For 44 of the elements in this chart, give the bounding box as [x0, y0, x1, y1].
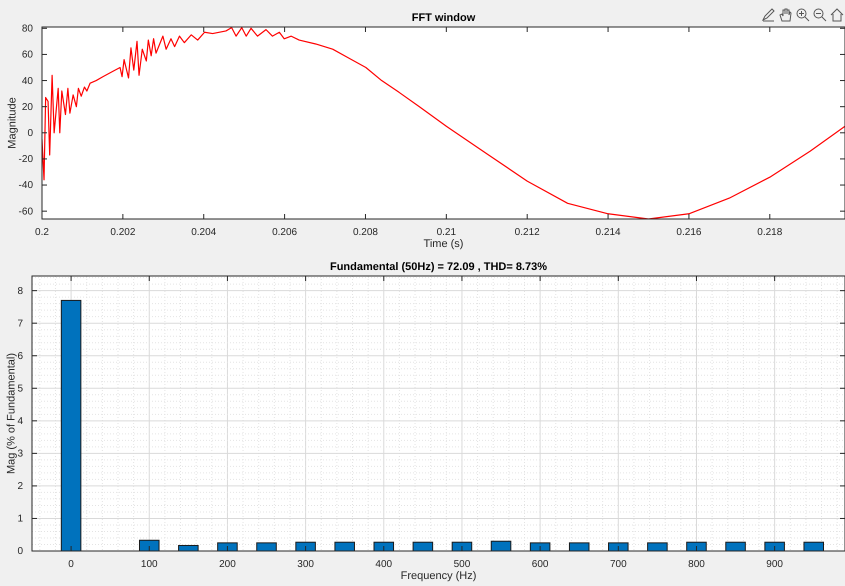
y-tick-label: 2 — [17, 481, 24, 492]
y-tick-label: -60 — [18, 206, 34, 218]
x-tick-label: 0.202 — [110, 227, 136, 238]
y-tick-label: 3 — [17, 448, 24, 460]
x-tick-label: 0.208 — [352, 227, 378, 238]
y-tick-label: 7 — [17, 318, 24, 330]
x-tick-label: 0 — [68, 559, 74, 570]
x-tick-label: 700 — [610, 559, 628, 570]
x-tick-label: 0.2 — [35, 227, 50, 238]
y-tick-label: 4 — [17, 416, 24, 428]
x-tick-label: 0.212 — [514, 227, 540, 238]
x-tick-label: 600 — [532, 559, 549, 570]
y-tick-label: 8 — [17, 286, 24, 297]
x-axis-title: Frequency (Hz) — [400, 570, 476, 582]
x-tick-label: 800 — [688, 559, 706, 570]
x-tick-label: 0.21 — [436, 227, 456, 238]
y-axis-title: Mag (% of Fundamental) — [5, 352, 18, 474]
y-tick-label: 5 — [17, 383, 24, 394]
y-tick-label: 80 — [22, 24, 34, 35]
y-tick-label: 20 — [22, 102, 34, 113]
y-tick-label: 40 — [22, 76, 34, 87]
chart-title: Fundamental (50Hz) = 72.09 , THD= 8.73% — [330, 261, 548, 273]
x-tick-label: 300 — [297, 559, 314, 570]
x-tick-label: 100 — [140, 559, 158, 570]
y-tick-label: -40 — [18, 180, 34, 192]
x-tick-label: 900 — [766, 559, 784, 570]
y-tick-label: 0 — [17, 546, 24, 558]
x-tick-label: 0.206 — [272, 227, 298, 238]
y-tick-label: 1 — [17, 514, 24, 525]
x-tick-label: 0.204 — [191, 227, 217, 238]
y-axis-title: Magnitude — [6, 97, 19, 149]
x-tick-label: 400 — [375, 559, 393, 570]
line-series — [42, 27, 845, 219]
x-tick-label: 200 — [219, 559, 236, 570]
y-tick-label: -20 — [18, 154, 34, 166]
chart-title: FFT window — [412, 12, 476, 24]
x-tick-label: 500 — [454, 559, 471, 570]
x-tick-label: 0.214 — [596, 227, 622, 238]
y-tick-label: 0 — [27, 128, 34, 139]
x-tick-label: 0.216 — [676, 227, 702, 238]
x-tick-label: 0.218 — [757, 227, 783, 238]
y-tick-label: 60 — [22, 50, 34, 61]
y-tick-label: 6 — [17, 350, 24, 362]
x-axis-title: Time (s) — [424, 238, 464, 250]
